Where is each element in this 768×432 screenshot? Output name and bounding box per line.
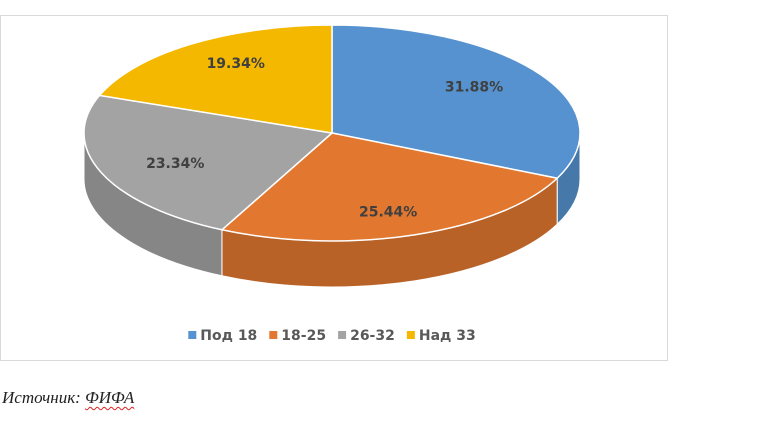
data-label: 25.44% — [359, 204, 417, 220]
legend-swatch — [188, 331, 197, 339]
pie-slice — [331, 24, 581, 180]
data-label: 23.34% — [146, 156, 204, 172]
legend-swatch — [338, 331, 347, 339]
pie-slice — [220, 132, 559, 242]
source-name: ФИФА — [85, 388, 135, 407]
legend-label: 18-25 — [281, 328, 326, 344]
legend-swatch — [269, 331, 278, 339]
pie-slice — [83, 94, 334, 231]
data-label: 19.34% — [207, 56, 265, 72]
source: Источник: ФИФА — [2, 388, 134, 408]
chart: 31.88% 25.44% 23.34% 19.34% Под 18 18-25 26-32… — [0, 15, 668, 361]
legend-label: 26-32 — [350, 328, 395, 344]
legend-label: Под 18 — [200, 328, 257, 344]
legend-swatch — [406, 331, 415, 339]
source-label: Источник: — [2, 388, 81, 407]
data-label: 31.88% — [445, 80, 503, 96]
pie-slice — [98, 24, 333, 134]
legend-label: Над 33 — [419, 328, 476, 344]
